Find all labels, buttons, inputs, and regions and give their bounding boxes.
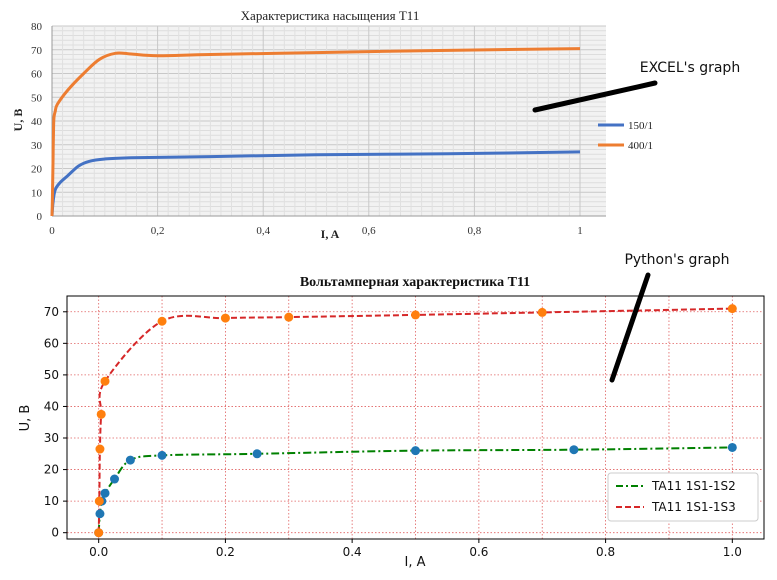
python-data-point-1	[95, 444, 105, 454]
python-y-tick-label: 20	[44, 463, 59, 477]
python-legend-label-s1s2: TA11 1S1-1S2	[651, 479, 736, 493]
python-data-point-1	[157, 316, 167, 326]
excel-y-tick-label: 70	[31, 45, 43, 57]
excel-y-tick-label: 80	[31, 21, 43, 33]
python-data-point-0	[125, 455, 135, 465]
python-x-tick-label: 0.4	[343, 545, 362, 559]
python-plot-frame	[66, 295, 765, 540]
python-series-lines	[94, 304, 737, 538]
python-y-tick-label: 30	[44, 431, 59, 445]
excel-series-line-1	[50, 47, 581, 217]
python-grid	[67, 296, 764, 539]
python-x-tick-label: 0.8	[596, 545, 615, 559]
excel-y-tick-label: 40	[31, 116, 43, 128]
python-y-tick-label: 10	[44, 494, 59, 508]
python-y-axis-label: U, B	[18, 405, 33, 432]
python-data-point-1	[537, 307, 547, 317]
python-data-point-0	[727, 442, 737, 452]
python-data-point-1	[411, 310, 420, 320]
excel-legend-label-150: 150/1	[628, 120, 653, 132]
python-x-tick-label: 0.2	[216, 545, 235, 559]
python-data-point-0	[157, 450, 167, 460]
excel-x-tick-label: 0,8	[468, 225, 482, 237]
excel-x-axis-label: I, A	[321, 227, 340, 241]
python-y-tick-label: 60	[44, 336, 59, 350]
excel-y-axis-label: U, B	[11, 109, 25, 132]
python-data-point-1	[284, 312, 294, 322]
python-data-point-1	[727, 304, 737, 314]
excel-y-tick-label: 30	[31, 140, 43, 152]
python-data-point-1	[96, 409, 106, 419]
excel-y-tick-label: 60	[31, 69, 43, 81]
excel-series-line-0	[50, 150, 581, 217]
python-x-tick-labels: 0.0 0.2 0.4 0.6 0.8 1.0	[89, 539, 742, 559]
excel-x-tick-label: 0	[49, 225, 55, 237]
excel-annotation-arrow	[532, 80, 658, 113]
python-y-tick-label: 40	[44, 399, 59, 413]
excel-x-tick-label: 0,6	[362, 225, 376, 237]
python-data-point-0	[252, 449, 262, 459]
excel-y-tick-label: 10	[31, 187, 43, 199]
python-y-tick-label: 50	[44, 368, 59, 382]
python-data-point-1	[94, 496, 104, 506]
excel-x-tick-label: 0,4	[256, 225, 270, 237]
python-data-point-0	[95, 509, 105, 519]
python-annotation-label: Python's graph	[624, 252, 729, 268]
python-x-tick-label: 1.0	[723, 545, 742, 559]
python-data-point-0	[100, 488, 110, 498]
excel-chart-title: Характеристика насыщения Т11	[241, 8, 420, 23]
python-legend-box	[607, 472, 759, 522]
excel-x-tick-label: 1	[577, 225, 583, 237]
python-legend-label-s1s3: TA11 1S1-1S3	[651, 500, 736, 514]
excel-y-tick-label: 20	[31, 164, 43, 176]
python-data-point-1	[100, 376, 110, 386]
excel-legend-label-400: 400/1	[628, 140, 653, 152]
python-x-axis-label: I, A	[405, 555, 426, 570]
excel-chart: Характеристика насыщения Т11 01020304050…	[11, 8, 653, 241]
python-y-tick-label: 0	[51, 526, 59, 540]
python-legend: TA11 1S1-1S2 TA11 1S1-1S3	[607, 472, 759, 522]
python-x-tick-label: 0.6	[469, 545, 488, 559]
python-data-point-0	[411, 446, 420, 456]
python-chart-title: Вольтамперная характеристика Т11	[300, 275, 530, 290]
python-annotation-arrow	[609, 272, 651, 383]
python-y-tick-labels: 0 10 20 30 40 50 60 70	[44, 305, 67, 540]
python-y-tick-label: 70	[44, 305, 59, 319]
excel-x-tick-label: 0,2	[151, 225, 165, 237]
excel-legend: 150/1 400/1	[598, 120, 653, 152]
python-series-line-0	[97, 446, 733, 533]
python-data-point-1	[94, 528, 104, 538]
excel-y-tick-labels: 0 10 20 30 40 50 60 70 80	[31, 21, 43, 223]
excel-series-lines	[50, 47, 581, 217]
python-x-tick-label: 0.0	[89, 545, 108, 559]
excel-x-tick-labels: 0 0,2 0,4 0,6 0,8 1	[49, 225, 583, 237]
python-chart: Вольтамперная характеристика Т11 0 10 20 30…	[18, 275, 765, 570]
excel-y-tick-label: 50	[31, 92, 43, 104]
python-data-point-0	[569, 445, 579, 455]
python-data-point-1	[220, 313, 230, 323]
python-data-point-0	[110, 474, 120, 484]
excel-annotation-label: EXCEL's graph	[640, 60, 740, 76]
excel-y-tick-label: 0	[37, 211, 43, 223]
